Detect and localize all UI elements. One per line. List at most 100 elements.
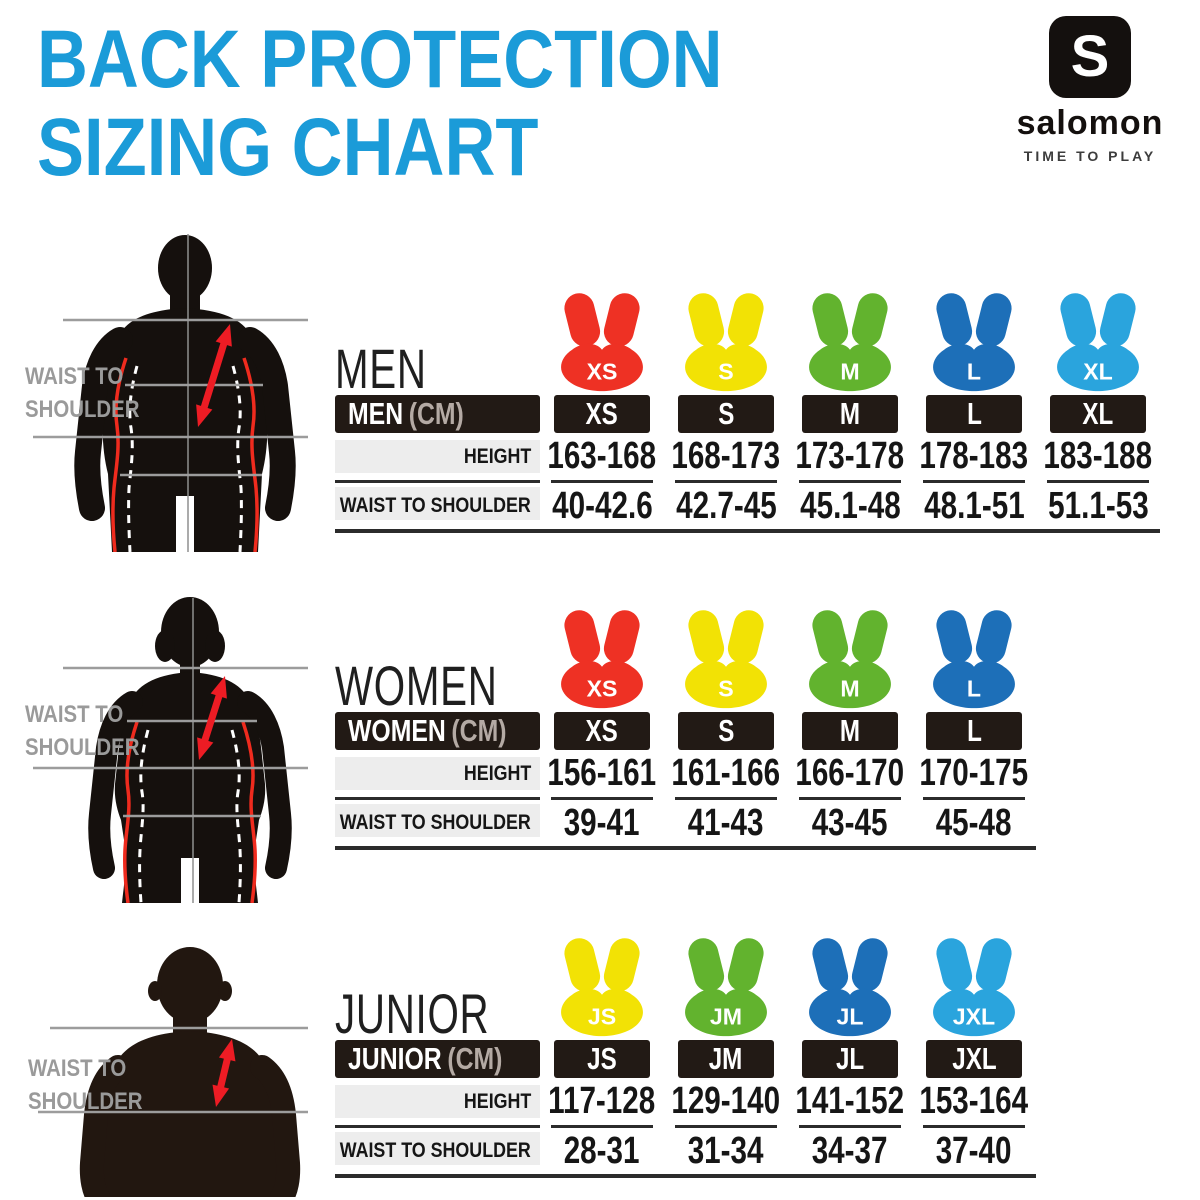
protector-size-label: S: [718, 676, 733, 702]
value-cell: 117-128: [548, 1078, 656, 1128]
salomon-s-icon: S: [1049, 16, 1131, 98]
size-header-bar: XS: [554, 395, 650, 433]
size-section: WOMEN XS S M L: [335, 600, 1175, 850]
size-header-bar: L: [926, 712, 1022, 750]
size-header-bar: S: [678, 712, 774, 750]
value-cell: 41-43: [688, 801, 764, 844]
protector-icons-row: JUNIOR JS JM JL JXL: [335, 928, 1036, 1042]
torso-outline-left: [111, 357, 128, 552]
value-cell: 183-188: [1044, 433, 1152, 483]
height-row: HEIGHT 117-128 129-140 141-152 153-164: [335, 1078, 1036, 1128]
value-cell: 168-173: [672, 433, 780, 483]
value-cell: 161-166: [672, 750, 780, 800]
protector-pad-icon: M: [809, 293, 891, 392]
table-unit: (CM): [451, 713, 507, 748]
value-cell: 129-140: [672, 1078, 780, 1128]
height-row: HEIGHT 156-161 161-166 166-170 170-175: [335, 750, 1036, 800]
table-header-row: WOMEN (CM) XS S M L: [335, 712, 1036, 750]
protector-size-label: XL: [1083, 359, 1113, 385]
height-row-label: HEIGHT: [335, 433, 540, 483]
waist-row: WAIST TO SHOULDER 28-31 31-34 34-37 37-4…: [335, 1128, 1036, 1178]
table-header-row: MEN (CM) XS S M L XL: [335, 395, 1160, 433]
protector-pad-icon: XL: [1057, 293, 1139, 392]
size-header-bar: XL: [1050, 395, 1146, 433]
value-cell: 166-170: [796, 750, 904, 800]
protector-size-label: L: [967, 676, 981, 702]
value-cell: 31-34: [688, 1129, 764, 1172]
waist-to-shoulder-label: WAIST TO SHOULDER: [25, 701, 140, 762]
table-unit: (CM): [408, 396, 464, 431]
protector-size-label: JS: [588, 1004, 616, 1030]
junior-body-figure-graphic: [38, 947, 308, 1197]
protector-pad-icon: L: [933, 293, 1015, 392]
protector-pad-icon: JL: [809, 938, 891, 1037]
value-cell: 153-164: [920, 1078, 1028, 1128]
waist-row-label: WAIST TO SHOULDER: [335, 483, 540, 529]
protector-icon-cell: L: [912, 283, 1036, 395]
value-cell: 40-42.6: [551, 484, 653, 527]
table-label-bar: MEN (CM): [335, 395, 540, 433]
measure-arrow: [212, 1039, 236, 1107]
protector-icon-cell: M: [788, 283, 912, 395]
page-title-line2: SIZING CHART: [37, 101, 539, 193]
value-cell: 34-37: [812, 1129, 888, 1172]
table-label-bar: JUNIOR (CM): [335, 1040, 540, 1078]
junior-silhouette: [30, 935, 330, 1197]
value-cell: 163-168: [548, 433, 656, 483]
value-cell: 173-178: [796, 433, 904, 483]
protector-icon-cell: S: [664, 283, 788, 395]
protector-pad-icon: JXL: [933, 938, 1015, 1037]
men-silhouette: [25, 222, 330, 552]
brand-tagline: TIME TO PLAY: [1023, 148, 1157, 164]
value-cell: 170-175: [920, 750, 1028, 800]
table-label: MEN: [348, 396, 404, 431]
measure-arrow: [196, 324, 232, 427]
table-label: WOMEN: [348, 713, 446, 748]
protector-icon-cell: JXL: [912, 928, 1036, 1040]
value-cell: 37-40: [936, 1129, 1012, 1172]
table-unit: (CM): [447, 1041, 503, 1076]
protector-pad-icon: JM: [685, 938, 767, 1037]
protector-icons-row: MEN XS S M L: [335, 283, 1160, 397]
protector-size-label: XS: [587, 359, 618, 385]
protector-pad-icon: S: [685, 293, 767, 392]
protector-pad-icon: JS: [561, 938, 643, 1037]
value-cell: 178-183: [920, 433, 1028, 483]
value-cell: 156-161: [548, 750, 656, 800]
size-header-bar: M: [802, 712, 898, 750]
value-cell: 45.1-48: [799, 484, 901, 527]
protector-icon-cell: JM: [664, 928, 788, 1040]
value-cell: 45-48: [936, 801, 1012, 844]
brand-wordmark: salomon: [1016, 104, 1164, 142]
protector-icon-cell: S: [664, 600, 788, 712]
value-cell: 51.1-53: [1047, 484, 1149, 527]
size-header-bar: S: [678, 395, 774, 433]
size-header-bar: M: [802, 395, 898, 433]
protector-icon-cell: JL: [788, 928, 912, 1040]
table-label: JUNIOR: [348, 1041, 442, 1076]
value-cell: 42.7-45: [675, 484, 777, 527]
protector-icon-cell: XS: [540, 600, 664, 712]
waist-row-label: WAIST TO SHOULDER: [335, 1128, 540, 1174]
value-cell: 28-31: [564, 1129, 640, 1172]
size-section: MEN XS S M L: [335, 283, 1175, 533]
waist-to-shoulder-label: WAIST TO SHOULDER: [28, 1055, 143, 1116]
protector-pad-icon: XS: [561, 610, 643, 709]
protector-size-label: L: [967, 359, 981, 385]
protector-icon-cell: XL: [1036, 283, 1160, 395]
protector-size-label: XS: [587, 676, 618, 702]
size-header-bar: JM: [678, 1040, 774, 1078]
table-label-bar: WOMEN (CM): [335, 712, 540, 750]
men-body-figure-graphic: [33, 234, 308, 552]
size-header-bar: JXL: [926, 1040, 1022, 1078]
protector-size-label: S: [718, 359, 733, 385]
protector-pad-icon: M: [809, 610, 891, 709]
waist-row: WAIST TO SHOULDER 39-41 41-43 43-45 45-4…: [335, 800, 1036, 850]
protector-pad-icon: XS: [561, 293, 643, 392]
height-row-label: HEIGHT: [335, 750, 540, 800]
women-body-figure-graphic: [33, 597, 308, 903]
value-cell: 39-41: [564, 801, 640, 844]
protector-size-label: M: [840, 359, 859, 385]
measure-arrow: [197, 676, 227, 760]
brand-logo: S salomon TIME TO PLAY: [995, 16, 1185, 164]
